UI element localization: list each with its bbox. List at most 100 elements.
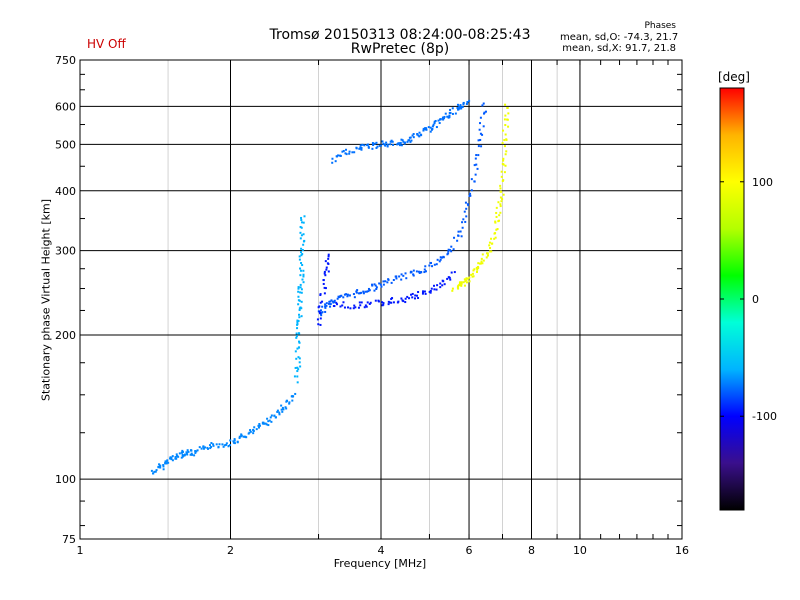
data-point [447, 116, 450, 119]
y-tick-label: 400 [55, 185, 76, 198]
data-point [299, 286, 302, 289]
data-point [154, 470, 157, 473]
data-point [439, 118, 442, 121]
data-point [456, 103, 459, 106]
data-point [297, 368, 300, 371]
data-point [359, 146, 362, 149]
data-point [478, 128, 481, 131]
data-point [477, 139, 480, 142]
data-point [359, 147, 362, 150]
data-point [464, 280, 467, 283]
data-point [476, 265, 479, 268]
data-point [422, 290, 425, 293]
data-point [409, 140, 412, 143]
data-point [450, 271, 453, 274]
data-point [499, 184, 502, 187]
data-point [258, 424, 261, 427]
data-point [300, 269, 303, 272]
data-point [465, 207, 468, 210]
x-tick-label: 8 [528, 544, 535, 557]
data-point [299, 274, 302, 277]
data-point [299, 365, 302, 368]
data-point [296, 323, 299, 326]
data-point [507, 112, 510, 115]
data-point [190, 452, 193, 455]
data-point [169, 457, 172, 460]
data-point [420, 271, 423, 274]
data-point [252, 429, 255, 432]
data-point [500, 170, 503, 173]
data-point [300, 219, 303, 222]
data-point [465, 279, 468, 282]
data-point [409, 136, 412, 139]
data-point [424, 292, 427, 295]
data-point [359, 144, 362, 147]
data-point [229, 444, 232, 447]
data-point [150, 469, 153, 472]
x-tick-label: 1 [77, 544, 84, 557]
data-point [167, 461, 170, 464]
data-point [300, 226, 303, 229]
data-point [386, 145, 389, 148]
data-point [233, 442, 236, 445]
data-point [284, 406, 287, 409]
data-point [301, 249, 304, 252]
data-point [181, 450, 184, 453]
data-point [210, 445, 213, 448]
data-point [499, 196, 502, 199]
data-point [433, 263, 436, 266]
data-point [443, 115, 446, 118]
data-point [373, 283, 376, 286]
data-point [446, 115, 449, 118]
data-point [263, 422, 266, 425]
data-point [232, 441, 235, 444]
data-point [423, 271, 426, 274]
data-point [367, 143, 370, 146]
data-point [299, 225, 302, 228]
data-point [380, 285, 383, 288]
data-point [183, 454, 186, 457]
data-point [346, 293, 349, 296]
data-point [412, 273, 415, 276]
data-point [353, 151, 356, 154]
colorbar-tick-label: -100 [752, 410, 777, 423]
data-point [398, 144, 401, 147]
data-point [498, 214, 501, 217]
data-point [392, 301, 395, 304]
data-point [346, 295, 349, 298]
data-point [417, 270, 420, 273]
data-point [300, 300, 303, 303]
data-point [217, 445, 220, 448]
data-point [157, 466, 160, 469]
data-point [408, 139, 411, 142]
data-point [480, 257, 483, 260]
data-point [402, 140, 405, 143]
data-point [429, 291, 432, 294]
data-point [190, 449, 193, 452]
data-point [298, 332, 301, 335]
data-point [202, 445, 205, 448]
data-point [324, 260, 327, 263]
data-point [489, 250, 492, 253]
data-point [479, 122, 482, 125]
data-point [359, 304, 362, 307]
data-point [340, 294, 343, 297]
data-point [355, 146, 358, 149]
data-point [374, 284, 377, 287]
data-point [302, 281, 305, 284]
data-point [421, 292, 424, 295]
data-point [288, 402, 291, 405]
data-point [412, 136, 415, 139]
data-point [410, 293, 413, 296]
data-point [401, 299, 404, 302]
data-point [356, 289, 359, 292]
data-point [257, 424, 260, 427]
data-point [320, 311, 323, 314]
data-point [447, 276, 450, 279]
data-point [389, 143, 392, 146]
data-point [386, 281, 389, 284]
y-axis-ticks: 75 100 200 300 400 500 600 750 [55, 54, 76, 546]
data-point [406, 295, 409, 298]
data-point [343, 306, 346, 309]
data-point [302, 221, 305, 224]
